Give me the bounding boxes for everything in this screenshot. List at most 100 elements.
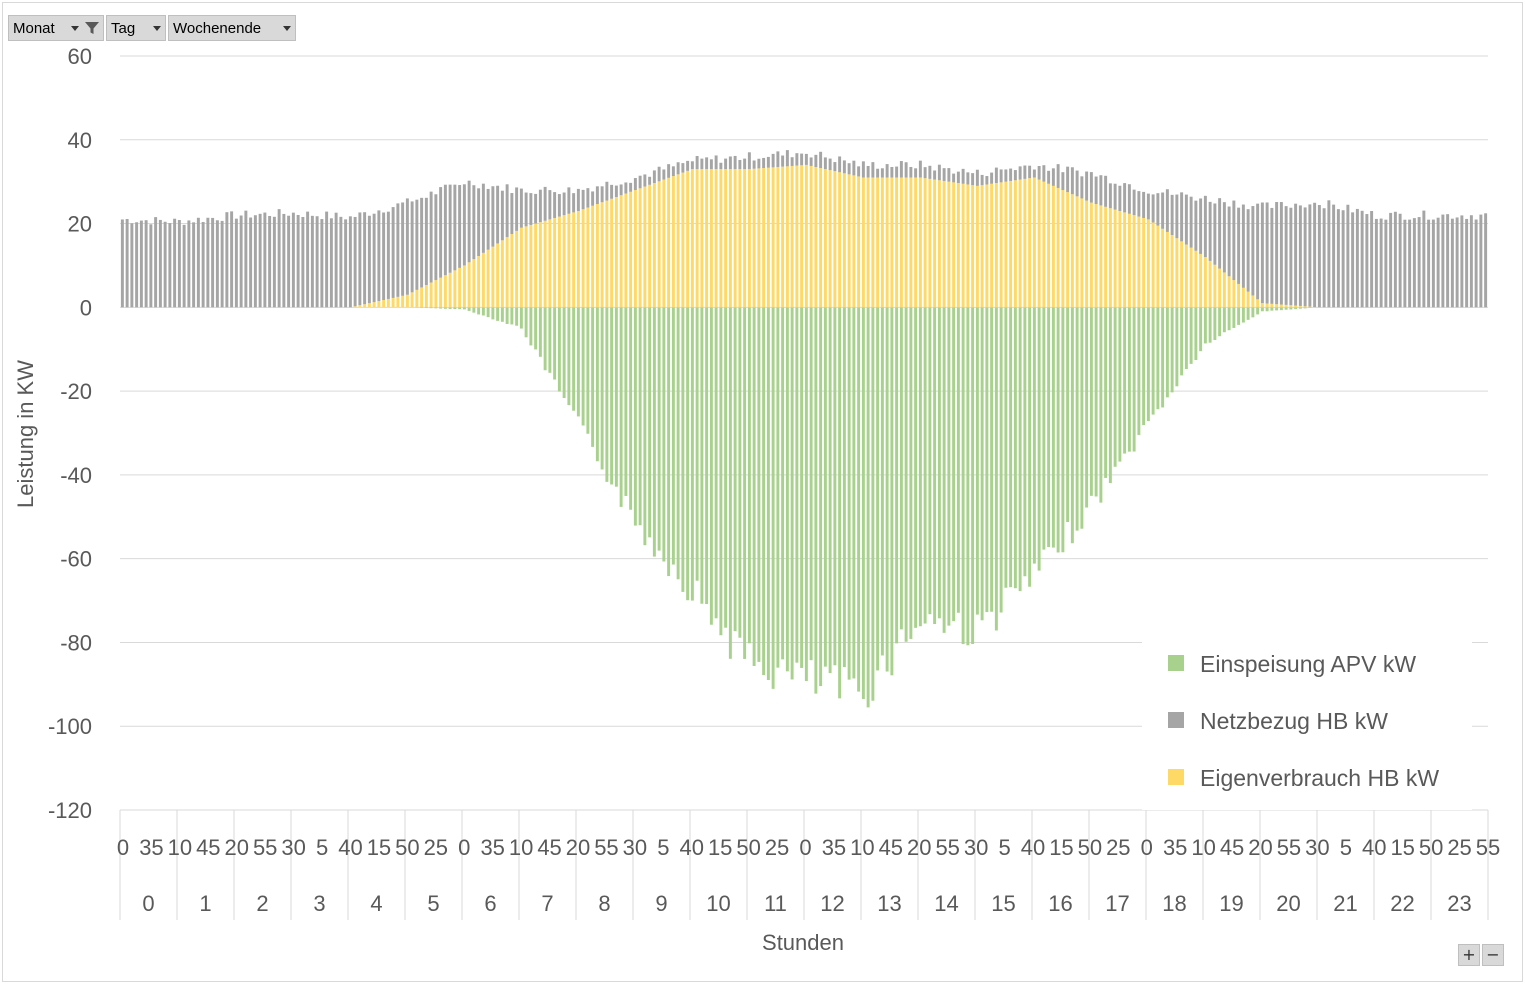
bar-netzbezug — [1298, 205, 1302, 306]
bar-netzbezug — [1113, 183, 1117, 210]
bar-netzbezug — [424, 197, 428, 285]
bar-netzbezug — [1051, 168, 1055, 186]
bar-einspeisung — [933, 307, 937, 625]
x-minute-label: 30 — [964, 835, 988, 860]
bar-netzbezug — [1365, 214, 1369, 308]
bar-netzbezug — [804, 153, 808, 165]
bar-eigenverbrauch — [1289, 305, 1293, 308]
bar-netzbezug — [420, 197, 424, 288]
x-minute-label: 35 — [480, 835, 504, 860]
bar-einspeisung — [443, 307, 447, 309]
bar-netzbezug — [429, 191, 433, 283]
bar-eigenverbrauch — [386, 298, 390, 308]
bar-einspeisung — [1218, 307, 1222, 337]
bar-netzbezug — [1213, 203, 1217, 265]
bar-einspeisung — [1061, 307, 1065, 553]
bar-netzbezug — [462, 184, 466, 266]
bar-eigenverbrauch — [1028, 178, 1032, 308]
bar-einspeisung — [871, 307, 875, 701]
bar-netzbezug — [1023, 165, 1027, 179]
bar-eigenverbrauch — [605, 200, 609, 308]
bar-eigenverbrauch — [952, 182, 956, 308]
bar-eigenverbrauch — [914, 177, 918, 308]
bar-netzbezug — [966, 172, 970, 185]
bar-netzbezug — [448, 184, 452, 273]
bar-netzbezug — [885, 164, 889, 178]
filter-button-tag[interactable]: Tag — [106, 15, 166, 41]
bar-eigenverbrauch — [809, 165, 813, 308]
bar-eigenverbrauch — [705, 169, 709, 308]
bar-netzbezug — [785, 150, 789, 167]
bar-netzbezug — [344, 219, 348, 308]
filter-button-wochenende[interactable]: Wochenende — [168, 15, 296, 41]
bar-netzbezug — [1412, 218, 1416, 308]
bar-netzbezug — [909, 166, 913, 178]
bar-eigenverbrauch — [1051, 185, 1055, 308]
bar-eigenverbrauch — [1203, 257, 1207, 308]
bar-netzbezug — [234, 218, 238, 308]
bar-eigenverbrauch — [358, 305, 362, 308]
bar-netzbezug — [367, 215, 371, 304]
legend-swatch — [1168, 712, 1184, 728]
bar-einspeisung — [1108, 307, 1112, 484]
bar-eigenverbrauch — [510, 234, 514, 308]
bar-eigenverbrauch — [581, 209, 585, 308]
x-minute-label: 40 — [1021, 835, 1045, 860]
bar-netzbezug — [1251, 206, 1255, 296]
x-hour-label: 21 — [1333, 891, 1357, 916]
bar-einspeisung — [1028, 307, 1032, 587]
x-minute-label: 10 — [1191, 835, 1215, 860]
bar-eigenverbrauch — [643, 186, 647, 308]
bar-eigenverbrauch — [553, 217, 557, 308]
bar-netzbezug — [1303, 207, 1307, 307]
x-hour-label: 1 — [199, 891, 211, 916]
bar-einspeisung — [1184, 307, 1188, 370]
bar-eigenverbrauch — [1294, 305, 1298, 308]
bar-einspeisung — [453, 307, 457, 310]
bar-netzbezug — [291, 212, 295, 308]
bar-eigenverbrauch — [1184, 244, 1188, 308]
bar-einspeisung — [515, 307, 519, 326]
x-hour-label: 6 — [484, 891, 496, 916]
bar-einspeisung — [572, 307, 576, 411]
bar-eigenverbrauch — [719, 169, 723, 308]
bar-netzbezug — [1436, 217, 1440, 308]
bar-einspeisung — [614, 307, 618, 487]
x-minute-label: 45 — [537, 835, 561, 860]
bar-netzbezug — [771, 153, 775, 168]
bar-eigenverbrauch — [838, 172, 842, 308]
bar-netzbezug — [605, 181, 609, 201]
bar-einspeisung — [904, 307, 908, 642]
bar-netzbezug — [177, 220, 181, 308]
zoom-out-button[interactable]: − — [1482, 944, 1504, 966]
dropdown-arrow-icon — [283, 25, 291, 31]
bar-eigenverbrauch — [1094, 204, 1098, 308]
filter-button-monat[interactable]: Monat — [8, 15, 104, 41]
bar-einspeisung — [1132, 307, 1136, 452]
bar-netzbezug — [1374, 218, 1378, 308]
bar-netzbezug — [1056, 164, 1060, 188]
bar-eigenverbrauch — [738, 169, 742, 308]
bar-eigenverbrauch — [624, 193, 628, 308]
x-hour-label: 4 — [370, 891, 382, 916]
bar-netzbezug — [918, 160, 922, 178]
bar-netzbezug — [1284, 206, 1288, 305]
bar-eigenverbrauch — [595, 204, 599, 308]
x-minute-label: 45 — [196, 835, 220, 860]
x-minute-label: 10 — [509, 835, 533, 860]
y-axis-title: Leistung in KW — [13, 360, 38, 508]
bar-einspeisung — [899, 307, 903, 630]
bar-eigenverbrauch — [1208, 260, 1212, 308]
zoom-in-button[interactable]: + — [1458, 944, 1480, 966]
bar-einspeisung — [1208, 307, 1212, 343]
bar-eigenverbrauch — [1151, 222, 1155, 308]
bar-eigenverbrauch — [766, 167, 770, 308]
bar-netzbezug — [1469, 215, 1473, 308]
bar-netzbezug — [215, 220, 219, 308]
bar-eigenverbrauch — [842, 173, 846, 308]
bar-eigenverbrauch — [1037, 179, 1041, 308]
bar-netzbezug — [695, 156, 699, 170]
x-minute-label: 0 — [799, 835, 811, 860]
bar-netzbezug — [1427, 219, 1431, 308]
bar-einspeisung — [785, 307, 789, 672]
